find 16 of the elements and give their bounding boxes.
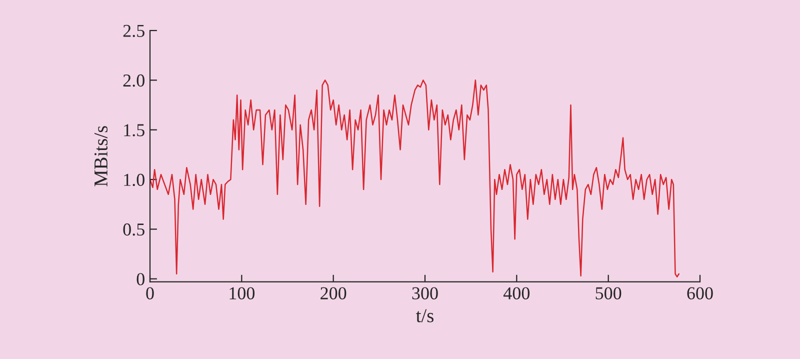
y-tick-label: 1.5 [124,124,144,136]
y-tick-label: 0.5 [123,223,144,236]
x-tick-label: 100 [230,287,255,300]
x-tick-label: 400 [503,287,530,300]
y-tick-label: 2.5 [123,24,144,38]
x-tick-label: 0 [146,287,154,300]
x-axis-title: t/s [416,309,434,322]
x-tick-label: 500 [596,287,622,300]
y-tick-label: 1.0 [124,174,144,186]
y-tick-label: 0 [136,273,144,286]
y-tick-label: 2.0 [123,74,144,87]
y-axis-title: MBits/s [94,126,108,186]
x-tick-label: 300 [412,287,438,300]
line-series [150,80,680,278]
x-tick-label: 600 [687,287,713,300]
x-tick-label: 200 [320,287,346,300]
